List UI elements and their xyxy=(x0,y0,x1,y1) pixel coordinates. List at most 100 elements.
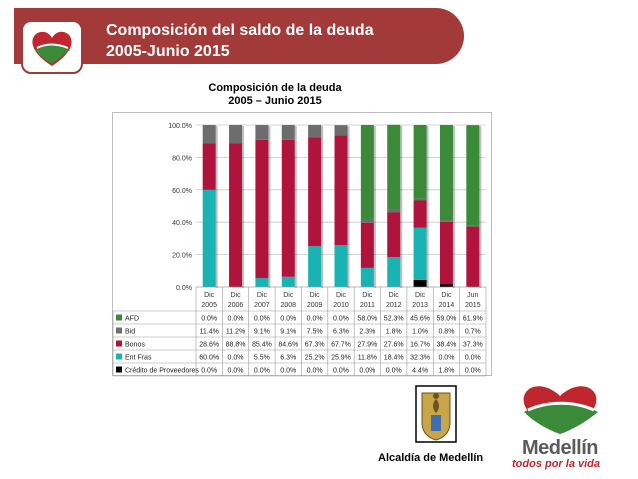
bar-segment xyxy=(360,267,374,287)
data-label: 38.4% xyxy=(437,342,457,349)
bar-shadow xyxy=(268,126,271,141)
bar-segment xyxy=(281,276,295,287)
data-label: 0.0% xyxy=(280,368,296,375)
data-label: 0.0% xyxy=(307,316,323,323)
x-tick-label: 2005 xyxy=(201,302,217,309)
page-title-line2: 2005-Junio 2015 xyxy=(106,43,230,60)
legend-swatch xyxy=(116,340,122,347)
y-tick-label: 80.0% xyxy=(172,155,192,162)
data-label: 1.8% xyxy=(386,329,402,336)
data-label: 25.9% xyxy=(331,355,351,362)
data-label: 0.7% xyxy=(465,329,481,336)
bar-segment xyxy=(255,125,269,140)
x-tick-label: Dic xyxy=(230,292,241,299)
x-tick-label: 2008 xyxy=(280,302,296,309)
bar-shadow xyxy=(294,126,297,141)
x-tick-label: Dic xyxy=(336,292,347,299)
data-label: 0.0% xyxy=(307,368,323,375)
data-label: 61.9% xyxy=(463,316,483,323)
x-tick-label: Jun xyxy=(467,292,478,299)
bar-shadow xyxy=(400,258,403,288)
bar-shadow xyxy=(268,279,271,288)
bar-segment xyxy=(360,218,374,223)
data-label: 59.0% xyxy=(437,316,457,323)
brand-name: Medellín xyxy=(522,437,599,459)
data-label: 28.6% xyxy=(199,342,219,349)
data-label: 27.6% xyxy=(384,342,404,349)
bar-segment xyxy=(229,125,243,144)
bar-segment xyxy=(439,284,453,287)
data-label: 37.3% xyxy=(463,342,483,349)
bar-segment xyxy=(255,139,269,279)
bar-shadow xyxy=(452,285,455,288)
bar-segment xyxy=(360,125,374,219)
data-label: 58.0% xyxy=(357,316,377,323)
medellin-heart-icon xyxy=(523,386,598,434)
data-label: 60.0% xyxy=(199,355,219,362)
data-label: 52.3% xyxy=(384,316,404,323)
bar-shadow xyxy=(452,126,455,222)
page-title: Composición del saldo de la deuda 2005-J… xyxy=(106,20,374,62)
title-banner: Composición del saldo de la deuda 2005-J… xyxy=(14,8,464,74)
data-label: 0.0% xyxy=(201,316,217,323)
data-label: 0.0% xyxy=(280,316,296,323)
bar-segment xyxy=(413,227,427,280)
bar-segment xyxy=(466,225,480,227)
bar-shadow xyxy=(400,210,403,214)
x-tick-label: 2010 xyxy=(333,302,349,309)
data-label: 0.8% xyxy=(438,329,454,336)
bar-shadow xyxy=(347,126,350,137)
bar-shadow xyxy=(479,227,482,288)
bar-segment xyxy=(439,220,453,222)
bar-shadow xyxy=(452,222,455,286)
legend-swatch xyxy=(116,327,122,334)
bar-segment xyxy=(202,125,216,144)
bar-segment xyxy=(334,245,348,287)
bar-segment xyxy=(360,222,374,268)
data-label: 18.4% xyxy=(384,355,404,362)
x-tick-label: 2007 xyxy=(254,302,270,309)
chart-title: Composición de la deuda 2005 – Junio 201… xyxy=(150,82,400,108)
data-label: 2.3% xyxy=(359,329,375,336)
data-label: 11.8% xyxy=(358,355,377,362)
legend-swatch xyxy=(116,353,122,360)
bar-shadow xyxy=(479,226,482,228)
bar-segment xyxy=(387,212,401,258)
bar-shadow xyxy=(215,190,218,288)
bar-shadow xyxy=(294,277,297,288)
x-tick-label: Dic xyxy=(415,292,426,299)
data-label: 32.3% xyxy=(410,355,430,362)
legend-label: Bid xyxy=(125,329,135,336)
data-label: 0.0% xyxy=(228,355,244,362)
bar-shadow xyxy=(321,138,324,248)
bar-segment xyxy=(202,189,216,287)
bar-segment xyxy=(413,200,427,228)
bar-segment xyxy=(308,246,322,287)
data-label: 1.0% xyxy=(412,329,428,336)
data-label: 84.6% xyxy=(278,342,298,349)
x-tick-label: 2012 xyxy=(386,302,402,309)
data-label: 0.0% xyxy=(333,316,349,323)
x-tick-label: 2014 xyxy=(439,302,455,309)
x-tick-label: Dic xyxy=(283,292,294,299)
coat-of-arms-icon xyxy=(415,385,457,443)
bar-shadow xyxy=(347,136,350,247)
bar-shadow xyxy=(373,268,376,288)
data-label: 85.4% xyxy=(252,342,272,349)
bar-segment xyxy=(387,209,401,213)
bar-segment xyxy=(439,221,453,285)
bar-segment xyxy=(413,198,427,201)
alcaldia-label: Alcaldía de Medellín xyxy=(378,452,484,464)
x-tick-label: 2011 xyxy=(360,302,375,309)
bar-shadow xyxy=(294,140,297,278)
bar-shadow xyxy=(321,247,324,288)
bar-shadow xyxy=(373,126,376,220)
data-label: 0.0% xyxy=(254,316,270,323)
data-label: 0.0% xyxy=(254,368,270,375)
legend-swatch xyxy=(116,314,122,321)
bar-shadow xyxy=(373,219,376,224)
legend-label: Crédito de Proveedores xyxy=(125,368,199,375)
bar-shadow xyxy=(268,140,271,280)
data-label: 0.0% xyxy=(333,368,349,375)
x-tick-label: Dic xyxy=(441,292,452,299)
